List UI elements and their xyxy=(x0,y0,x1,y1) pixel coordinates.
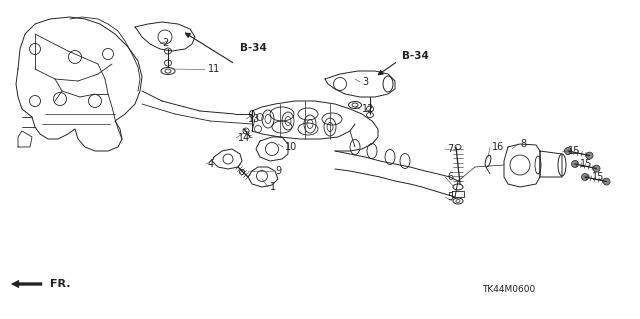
Text: 11: 11 xyxy=(208,64,220,75)
Text: 14: 14 xyxy=(238,133,250,143)
Text: 16: 16 xyxy=(492,142,504,152)
Circle shape xyxy=(564,147,572,154)
Text: 15: 15 xyxy=(592,172,604,182)
Text: FR.: FR. xyxy=(50,279,70,289)
Text: 15: 15 xyxy=(568,146,580,156)
Text: 8: 8 xyxy=(520,139,526,149)
Text: B-34: B-34 xyxy=(402,51,429,61)
Text: 2: 2 xyxy=(162,39,168,48)
Text: TK44M0600: TK44M0600 xyxy=(482,285,535,293)
Text: 6: 6 xyxy=(447,172,453,182)
Text: 3: 3 xyxy=(362,77,368,87)
Circle shape xyxy=(593,165,600,172)
Text: 4: 4 xyxy=(208,159,214,169)
Text: 12: 12 xyxy=(362,104,374,114)
Text: 1: 1 xyxy=(270,182,276,192)
Text: 15: 15 xyxy=(580,159,593,169)
Circle shape xyxy=(603,178,610,185)
Text: B-34: B-34 xyxy=(240,43,267,53)
Text: 9: 9 xyxy=(275,166,281,176)
Text: 5: 5 xyxy=(447,192,453,202)
Circle shape xyxy=(572,160,579,167)
Circle shape xyxy=(582,174,589,181)
Circle shape xyxy=(586,152,593,159)
Text: 10: 10 xyxy=(285,142,297,152)
Text: 7: 7 xyxy=(447,144,453,154)
Text: 13: 13 xyxy=(248,114,260,124)
